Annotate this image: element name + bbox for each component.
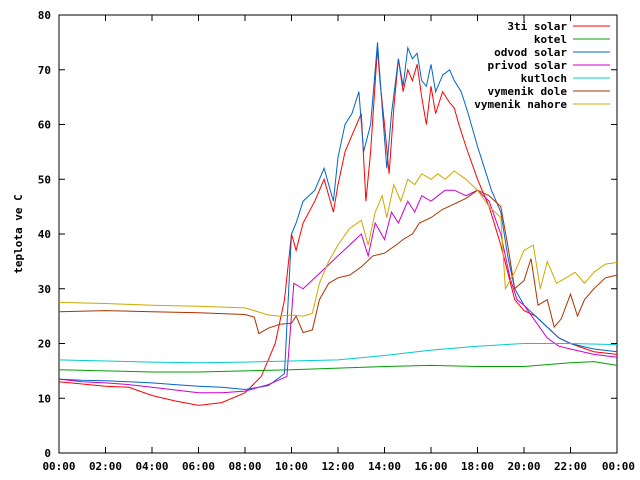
legend-label: kutloch [521, 72, 567, 85]
chart-axes: 0 10 20 30 40 50 60 70 80 00:00 02:00 04:00 06:00 08:… [38, 9, 635, 473]
y-tick-label: 80 [38, 9, 51, 22]
series-line-3ti-solar [58, 47, 618, 406]
series-line-vymenik-nahore [58, 170, 618, 317]
series-line-kutloch [58, 343, 618, 364]
y-tick-label: 50 [38, 173, 51, 186]
x-tick-label: 20:00 [507, 460, 540, 473]
series-line-kotel [58, 361, 618, 373]
x-tick-label: 06:00 [182, 460, 215, 473]
legend-label: vymenik dole [488, 85, 568, 98]
x-tick-label: 02:00 [89, 460, 122, 473]
y-axis-label: teplota ve C [12, 194, 25, 273]
x-tick-label: 18:00 [461, 460, 494, 473]
x-tick-label: 00:00 [42, 460, 75, 473]
y-tick-label: 70 [38, 64, 51, 77]
series-line-vymenik-dole [58, 189, 618, 335]
y-tick-label: 20 [38, 338, 51, 351]
y-tick-label: 0 [44, 447, 51, 460]
x-tick-label: 04:00 [135, 460, 168, 473]
series-line-privod-solar [58, 189, 618, 394]
y-tick-label: 30 [38, 283, 51, 296]
x-tick-label: 08:00 [228, 460, 261, 473]
y-tick-label: 40 [38, 228, 51, 241]
legend-label: privod solar [488, 59, 568, 72]
legend-label: kotel [534, 33, 567, 46]
x-tick-label: 10:00 [275, 460, 308, 473]
x-tick-label: 14:00 [368, 460, 401, 473]
x-tick-label: 00:00 [602, 460, 635, 473]
x-tick-label: 16:00 [414, 460, 447, 473]
legend-label: odvod solar [494, 46, 567, 59]
series-line-odvod-solar [58, 42, 618, 391]
y-tick-label: 60 [38, 119, 51, 132]
legend-label: vymenik nahore [474, 98, 567, 111]
x-tick-label: 22:00 [554, 460, 587, 473]
x-tick-label: 12:00 [321, 460, 354, 473]
y-tick-label: 10 [38, 392, 51, 405]
chart-series [58, 42, 618, 406]
legend-label: 3ti solar [507, 20, 567, 33]
